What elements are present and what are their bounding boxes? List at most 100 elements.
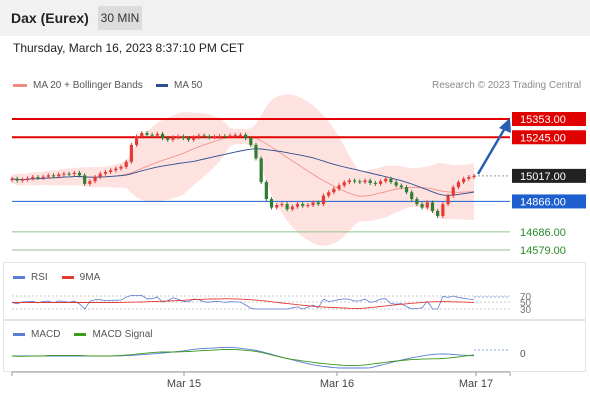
candle-body <box>415 199 419 205</box>
legend-macd-signal-label: MACD Signal <box>92 329 153 340</box>
candle-body <box>124 161 128 167</box>
candle-body <box>10 178 14 181</box>
level-label-resistance: 15353.00 <box>520 114 566 126</box>
candle-body <box>57 174 61 177</box>
candle-body <box>384 178 388 182</box>
level-label-last: 15017.00 <box>520 171 566 183</box>
candle-body <box>373 182 377 184</box>
candle-body <box>93 177 97 182</box>
rsi-ma-swatch <box>61 276 74 279</box>
legend-macd: MACD MACD Signal <box>13 329 152 340</box>
candle-body <box>264 182 268 200</box>
candle-body <box>410 192 414 200</box>
resistance-price-tag <box>512 130 586 145</box>
candle-body <box>295 204 300 207</box>
candle-body <box>83 175 87 184</box>
candle-body <box>155 133 159 136</box>
x-tick-label: Mar 15 <box>167 378 201 390</box>
candle-body <box>290 206 294 210</box>
candle-body <box>109 170 113 172</box>
candle-body <box>243 134 248 139</box>
candle-body <box>311 202 315 205</box>
candle-body <box>316 202 320 205</box>
x-tick-label: Mar 16 <box>320 378 354 390</box>
candle-body <box>342 182 346 186</box>
candle-body <box>368 180 372 183</box>
legend-ma50: MA 50 <box>156 80 202 91</box>
rsi-level-label: 30 <box>520 305 532 316</box>
level-label-support: 14686.00 <box>520 227 566 239</box>
candle-body <box>399 185 403 188</box>
level-label-support: 14579.00 <box>520 245 566 257</box>
candle-body <box>301 204 305 206</box>
candle-body <box>98 173 102 178</box>
candle-body <box>306 204 310 206</box>
candle-body <box>176 136 180 138</box>
candle-body <box>228 135 232 137</box>
candle-body <box>218 136 222 138</box>
candle-body <box>51 175 56 177</box>
rsi-panel <box>3 262 586 320</box>
ma50-swatch <box>156 84 168 87</box>
rsi-ma-line <box>12 298 475 309</box>
candle-body <box>150 134 154 136</box>
candle-body <box>134 136 139 145</box>
candle-body <box>15 178 19 181</box>
candle-body <box>119 166 123 169</box>
candle-body <box>332 188 336 193</box>
candle-body <box>389 178 393 183</box>
bollinger-band <box>12 94 474 246</box>
candle-body <box>425 202 429 208</box>
macd-signal-line <box>11 348 475 366</box>
instrument-title: Dax (Eurex) <box>11 10 89 26</box>
candle-body <box>186 138 191 140</box>
legend-bollinger-label: MA 20 + Bollinger Bands <box>33 80 143 91</box>
legend-rsi: RSI 9MA <box>13 272 100 283</box>
candle-body <box>259 158 263 183</box>
candle-body <box>467 177 471 179</box>
candle-body <box>72 172 76 175</box>
candle-body <box>249 138 253 145</box>
candle-body <box>88 181 92 184</box>
header-bar: Dax (Eurex) 30 MIN <box>0 0 590 36</box>
candle-body <box>41 176 45 178</box>
candle-body <box>114 168 118 171</box>
candle-body <box>36 177 40 179</box>
candle-body <box>103 171 108 174</box>
candle-body <box>140 133 144 137</box>
candle-body <box>62 173 66 175</box>
last-price-tag <box>512 168 586 183</box>
legend-bollinger: MA 20 + Bollinger Bands <box>13 80 143 91</box>
candle-body <box>436 210 440 216</box>
candle-body <box>462 178 466 183</box>
candle-body <box>430 202 435 211</box>
macd-level-label: 0 <box>520 349 526 360</box>
candle-body <box>166 138 170 140</box>
candle-body <box>238 134 243 136</box>
x-tick-label: Mar 17 <box>459 378 493 390</box>
candle-body <box>358 181 362 183</box>
pivot-price-tag <box>512 194 586 209</box>
candle-body <box>207 136 211 138</box>
candle-body <box>145 133 149 135</box>
candle-body <box>363 180 367 183</box>
candle-body <box>446 195 450 205</box>
candle-body <box>285 204 289 210</box>
candle-body <box>321 195 326 205</box>
macd-signal-swatch <box>74 333 87 336</box>
candle-body <box>31 177 35 179</box>
legend-macd-label: MACD <box>31 329 61 340</box>
candle-body <box>275 204 279 208</box>
candle-body <box>456 182 461 188</box>
resistance-price-tag <box>512 112 586 126</box>
candle-body <box>280 204 284 206</box>
level-label-pivot: 14866.00 <box>520 196 566 208</box>
candle-body <box>171 137 175 140</box>
candle-body <box>20 179 24 181</box>
macd-swatch <box>13 333 25 336</box>
forecast-arrow-line <box>476 127 507 175</box>
candle-body <box>192 137 196 140</box>
candle-body <box>77 172 82 176</box>
timeframe-button[interactable]: 30 MIN <box>98 6 142 30</box>
